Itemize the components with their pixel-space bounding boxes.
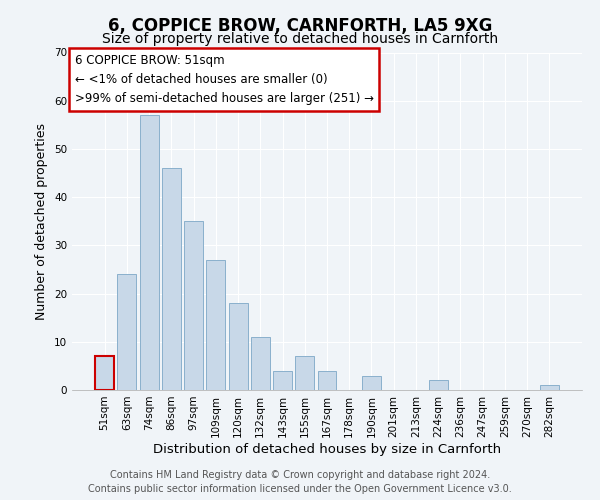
Text: 6 COPPICE BROW: 51sqm
← <1% of detached houses are smaller (0)
>99% of semi-deta: 6 COPPICE BROW: 51sqm ← <1% of detached … — [74, 54, 374, 105]
Bar — [229, 303, 248, 390]
Y-axis label: Number of detached properties: Number of detached properties — [35, 122, 49, 320]
Bar — [140, 115, 158, 390]
Bar — [273, 370, 292, 390]
Bar — [429, 380, 448, 390]
Text: 6, COPPICE BROW, CARNFORTH, LA5 9XG: 6, COPPICE BROW, CARNFORTH, LA5 9XG — [108, 18, 492, 36]
Bar — [184, 221, 203, 390]
Bar — [118, 274, 136, 390]
Bar — [251, 337, 270, 390]
Bar — [206, 260, 225, 390]
Bar — [362, 376, 381, 390]
Bar — [162, 168, 181, 390]
Bar — [540, 385, 559, 390]
X-axis label: Distribution of detached houses by size in Carnforth: Distribution of detached houses by size … — [153, 442, 501, 456]
Bar — [295, 356, 314, 390]
Bar — [317, 370, 337, 390]
Bar — [95, 356, 114, 390]
Text: Contains HM Land Registry data © Crown copyright and database right 2024.
Contai: Contains HM Land Registry data © Crown c… — [88, 470, 512, 494]
Text: Size of property relative to detached houses in Carnforth: Size of property relative to detached ho… — [102, 32, 498, 46]
